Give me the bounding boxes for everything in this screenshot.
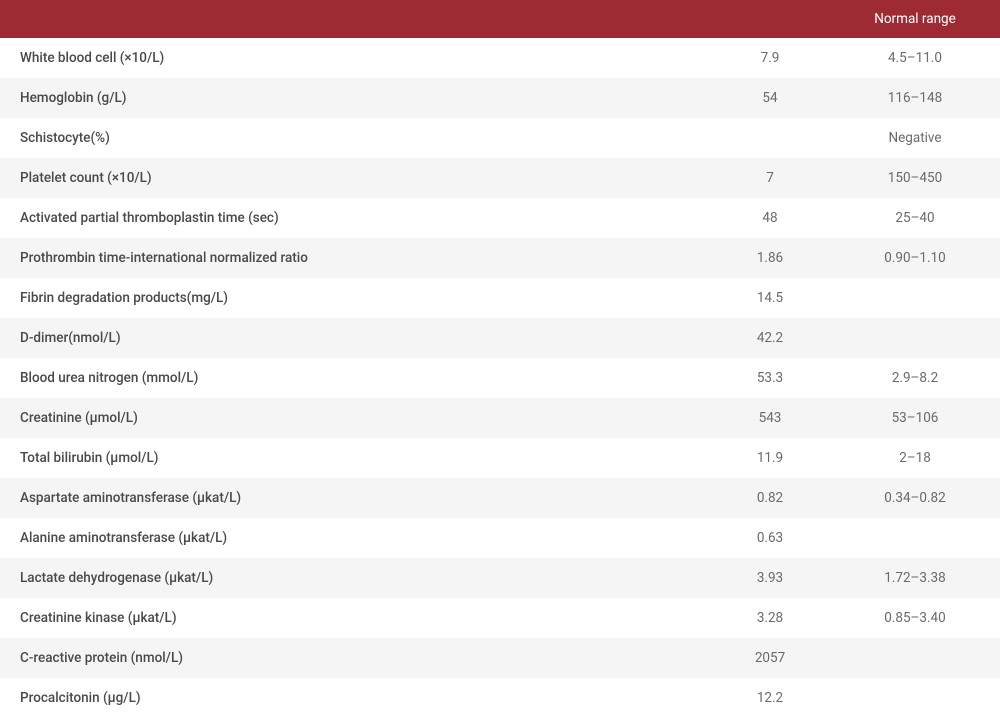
table-row: Creatinine (μmol/L)54353–106 — [0, 398, 1000, 438]
value-cell: 3.28 — [710, 598, 830, 638]
parameter-cell: Procalcitonin (μg/L) — [0, 678, 710, 718]
table-row: White blood cell (×10/L)7.94.5–11.0 — [0, 38, 1000, 78]
value-cell: 0.63 — [710, 518, 830, 558]
value-cell: 11.9 — [710, 438, 830, 478]
parameter-cell: Activated partial thromboplastin time (s… — [0, 198, 710, 238]
table-row: C-reactive protein (nmol/L)2057 — [0, 638, 1000, 678]
table-row: Alanine aminotransferase (μkat/L)0.63 — [0, 518, 1000, 558]
parameter-cell: Hemoglobin (g/L) — [0, 78, 710, 118]
value-cell: 48 — [710, 198, 830, 238]
parameter-cell: White blood cell (×10/L) — [0, 38, 710, 78]
normal-range-cell: 0.34–0.82 — [830, 478, 1000, 518]
table-row: Activated partial thromboplastin time (s… — [0, 198, 1000, 238]
table-row: Blood urea nitrogen (mmol/L)53.32.9–8.2 — [0, 358, 1000, 398]
normal-range-cell: 2–18 — [830, 438, 1000, 478]
value-cell: 53.3 — [710, 358, 830, 398]
normal-range-cell — [830, 638, 1000, 678]
table-row: Schistocyte(%) Negative — [0, 118, 1000, 158]
normal-range-cell: 53–106 — [830, 398, 1000, 438]
normal-range-cell — [830, 318, 1000, 358]
table-row: Platelet count (×10/L)7150–450 — [0, 158, 1000, 198]
normal-range-cell — [830, 278, 1000, 318]
parameter-cell: Creatinine kinase (μkat/L) — [0, 598, 710, 638]
value-cell: 7.9 — [710, 38, 830, 78]
normal-range-cell: 150–450 — [830, 158, 1000, 198]
lab-results-table: Normal rangeWhite blood cell (×10/L)7.94… — [0, 0, 1000, 718]
table-row: Lactate dehydrogenase (μkat/L)3.931.72–3… — [0, 558, 1000, 598]
parameter-cell: D-dimer(nmol/L) — [0, 318, 710, 358]
header-normal-range: Normal range — [830, 0, 1000, 38]
normal-range-cell: 116–148 — [830, 78, 1000, 118]
normal-range-cell: 1.72–3.38 — [830, 558, 1000, 598]
normal-range-cell: 25–40 — [830, 198, 1000, 238]
header-parameter — [0, 0, 710, 38]
value-cell: 543 — [710, 398, 830, 438]
normal-range-cell — [830, 678, 1000, 718]
table-row: Fibrin degradation products(mg/L)14.5 — [0, 278, 1000, 318]
table-row: Procalcitonin (μg/L)12.2 — [0, 678, 1000, 718]
table-row: Total bilirubin (μmol/L)11.92–18 — [0, 438, 1000, 478]
parameter-cell: Lactate dehydrogenase (μkat/L) — [0, 558, 710, 598]
table-row: Aspartate aminotransferase (μkat/L)0.820… — [0, 478, 1000, 518]
normal-range-cell: 0.90–1.10 — [830, 238, 1000, 278]
parameter-cell: Platelet count (×10/L) — [0, 158, 710, 198]
value-cell: 12.2 — [710, 678, 830, 718]
parameter-cell: Creatinine (μmol/L) — [0, 398, 710, 438]
table-row: Creatinine kinase (μkat/L)3.280.85–3.40 — [0, 598, 1000, 638]
normal-range-cell: 0.85–3.40 — [830, 598, 1000, 638]
parameter-cell: Schistocyte(%) — [0, 118, 710, 158]
table-row: Hemoglobin (g/L)54116–148 — [0, 78, 1000, 118]
normal-range-cell: 2.9–8.2 — [830, 358, 1000, 398]
value-cell: 2057 — [710, 638, 830, 678]
table-header-row: Normal range — [0, 0, 1000, 38]
value-cell: 42.2 — [710, 318, 830, 358]
parameter-cell: C-reactive protein (nmol/L) — [0, 638, 710, 678]
value-cell: 7 — [710, 158, 830, 198]
parameter-cell: Aspartate aminotransferase (μkat/L) — [0, 478, 710, 518]
parameter-cell: Total bilirubin (μmol/L) — [0, 438, 710, 478]
normal-range-cell: 4.5–11.0 — [830, 38, 1000, 78]
parameter-cell: Prothrombin time-international normalize… — [0, 238, 710, 278]
value-cell: 1.86 — [710, 238, 830, 278]
normal-range-cell: Negative — [830, 118, 1000, 158]
table-row: D-dimer(nmol/L)42.2 — [0, 318, 1000, 358]
value-cell: 0.82 — [710, 478, 830, 518]
parameter-cell: Alanine aminotransferase (μkat/L) — [0, 518, 710, 558]
value-cell: 3.93 — [710, 558, 830, 598]
table-row: Prothrombin time-international normalize… — [0, 238, 1000, 278]
value-cell: 14.5 — [710, 278, 830, 318]
normal-range-cell — [830, 518, 1000, 558]
value-cell — [710, 118, 830, 158]
parameter-cell: Fibrin degradation products(mg/L) — [0, 278, 710, 318]
header-value — [710, 0, 830, 38]
parameter-cell: Blood urea nitrogen (mmol/L) — [0, 358, 710, 398]
value-cell: 54 — [710, 78, 830, 118]
